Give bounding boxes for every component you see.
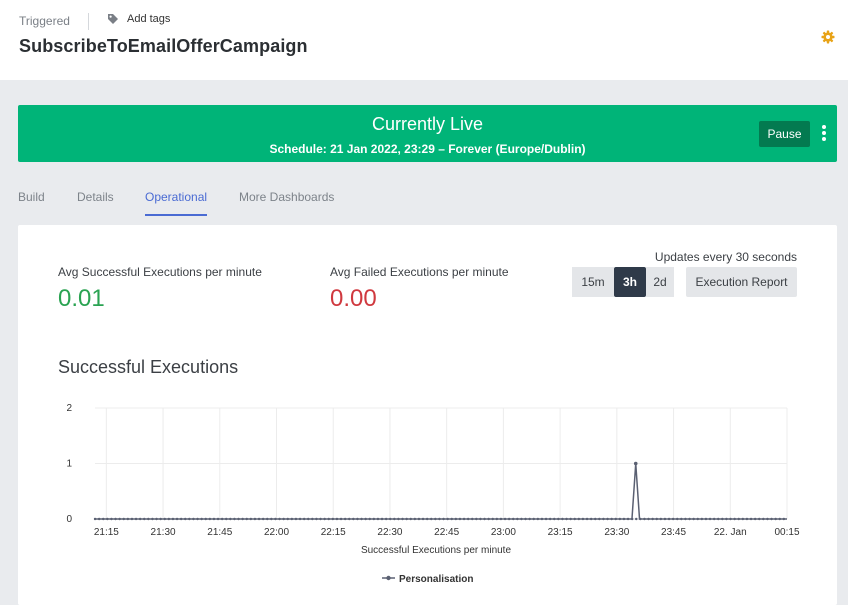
chart-grid	[95, 407, 788, 520]
x-tick-label: 23:45	[661, 527, 686, 538]
y-tick-label: 0	[66, 514, 72, 525]
refresh-interval-text: Updates every 30 seconds	[654, 250, 797, 264]
tab-operational[interactable]: Operational	[145, 190, 208, 216]
x-tick-label: 21:15	[94, 527, 119, 538]
tag-icon	[108, 14, 118, 24]
x-tick-label: 22. Jan	[714, 527, 747, 538]
y-tick-label: 2	[66, 403, 72, 414]
range-15m-button[interactable]: 15m	[572, 267, 614, 297]
execution-report-button[interactable]: Execution Report	[686, 267, 797, 297]
x-tick-label: 23:00	[491, 527, 516, 538]
x-tick-label: 23:30	[604, 527, 629, 538]
add-tags-label: Add tags	[127, 13, 171, 25]
series-peak-points	[633, 461, 638, 466]
x-tick-label: 22:45	[434, 527, 459, 538]
y-axis-ticks: 0 1 2	[66, 403, 72, 525]
x-axis-ticks: 21:15 21:30 21:45 22:00 22:15 22:30 22:45 23:00…	[94, 527, 800, 538]
pause-button[interactable]: Pause	[759, 121, 810, 147]
x-tick-label: 22:30	[377, 527, 402, 538]
tab-details[interactable]: Details	[77, 190, 114, 204]
legend-marker-icon	[386, 575, 391, 581]
live-status-title: Currently Live	[371, 114, 484, 134]
chart-title: Successful Executions	[58, 357, 239, 377]
x-tick-label: 22:15	[321, 527, 346, 538]
avg-failed-value: 0.00	[330, 285, 377, 312]
successful-executions-chart: 012 21:15 21:30 21:45 22:00 22:15 22:30 22:45 2…	[66, 403, 800, 585]
x-tick-label: 21:45	[207, 527, 232, 538]
y-tick-label: 1	[66, 459, 72, 470]
campaign-header: Triggered Add tags SubscribeToEmailOffer…	[0, 0, 848, 80]
tab-more-dashboards[interactable]: More Dashboards	[239, 190, 335, 204]
avg-success-value: 0.01	[58, 285, 105, 312]
series-line-personalisation	[95, 463, 787, 520]
more-options-icon[interactable]	[820, 125, 828, 141]
x-tick-label: 23:15	[548, 527, 573, 538]
schedule-text: Schedule: 21 Jan 2022, 23:29 – Forever (…	[269, 142, 586, 156]
time-range-selector: 15m 3h 2d	[572, 267, 674, 297]
series-point[interactable]	[633, 461, 638, 466]
range-3h-button[interactable]: 3h	[614, 267, 646, 297]
avg-failed-label: Avg Failed Executions per minute	[330, 265, 509, 279]
operational-panel: Avg Successful Executions per minute 0.0…	[18, 225, 837, 605]
chart-legend[interactable]: Personalisation	[382, 574, 473, 585]
x-tick-label: 22:00	[264, 527, 289, 538]
trigger-type-label: Triggered	[19, 14, 70, 28]
gear-icon[interactable]	[821, 30, 835, 44]
tab-build[interactable]: Build	[18, 190, 45, 204]
x-tick-label: 00:15	[774, 527, 799, 538]
live-status-banner: Currently Live Schedule: 21 Jan 2022, 23…	[18, 105, 837, 162]
header-divider	[88, 13, 89, 30]
x-axis-label: Successful Executions per minute	[361, 545, 512, 556]
x-tick-label: 21:30	[151, 527, 176, 538]
page-title: SubscribeToEmailOfferCampaign	[19, 36, 308, 56]
add-tags-button[interactable]: Add tags	[107, 13, 170, 25]
range-2d-button[interactable]: 2d	[646, 267, 674, 297]
legend-item-personalisation[interactable]: Personalisation	[399, 574, 473, 585]
avg-success-label: Avg Successful Executions per minute	[58, 265, 262, 279]
